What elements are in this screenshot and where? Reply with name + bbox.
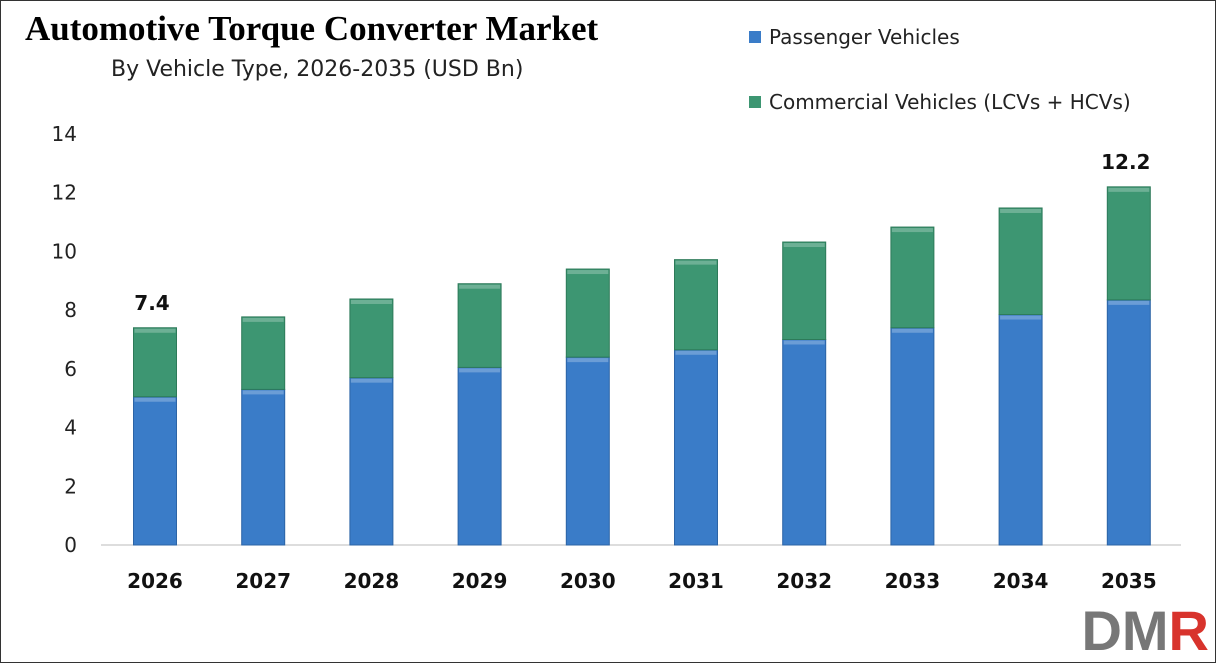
bar-commercial-2026 <box>133 327 177 398</box>
bar-bevel <box>1108 300 1150 305</box>
x-tick-label: 2033 <box>885 569 941 593</box>
chart-subtitle: By Vehicle Type, 2026-2035 (USD Bn) <box>111 57 524 82</box>
y-tick-label: 6 <box>64 357 77 381</box>
bar-bevel <box>350 299 392 304</box>
legend-item-commercial: Commercial Vehicles (LCVs + HCVs) <box>749 90 1131 114</box>
x-tick-label: 2026 <box>127 569 183 593</box>
x-tick-label: 2031 <box>668 569 724 593</box>
x-tick-label: 2034 <box>993 569 1049 593</box>
bar-bevel <box>1000 208 1042 213</box>
bar-bevel <box>783 340 825 345</box>
bar-commercial-2028 <box>349 298 394 379</box>
bar-bevel <box>1108 187 1150 192</box>
bar-bevel <box>350 378 392 383</box>
x-tick-label: 2030 <box>560 569 616 593</box>
bar-passenger-2035 <box>1106 299 1151 546</box>
bar-passenger-2034 <box>998 314 1043 546</box>
bar-passenger-2031 <box>674 349 718 546</box>
bar-bevel <box>459 368 501 373</box>
bar-commercial-2029 <box>457 283 502 368</box>
legend-label-passenger: Passenger Vehicles <box>769 25 960 49</box>
bar-bevel <box>134 397 176 402</box>
bar-passenger-2028 <box>349 377 394 546</box>
y-tick-label: 0 <box>64 533 77 557</box>
bar-passenger-2027 <box>241 388 286 546</box>
bar-commercial-2031 <box>674 259 718 351</box>
x-tick-label: 2035 <box>1101 569 1157 593</box>
dmr-logo: DMR <box>1081 603 1209 659</box>
chart-title: Automotive Torque Converter Market <box>25 9 599 48</box>
bar-bevel <box>675 260 717 265</box>
logo-text-gray: DM <box>1081 599 1169 662</box>
bar-passenger-2033 <box>890 327 935 546</box>
bar-commercial-2030 <box>565 268 610 358</box>
legend-swatch-commercial <box>749 96 761 108</box>
bar-bevel <box>1000 315 1042 320</box>
y-tick-label: 14 <box>52 122 77 146</box>
legend-item-passenger: Passenger Vehicles <box>749 25 960 49</box>
bar-commercial-2033 <box>890 226 935 329</box>
y-tick-label: 4 <box>64 416 77 440</box>
x-tick-label: 2028 <box>344 569 400 593</box>
legend-label-commercial: Commercial Vehicles (LCVs + HCVs) <box>769 90 1131 114</box>
bar-bevel <box>675 350 717 355</box>
bar-bevel <box>242 390 284 395</box>
bar-passenger-2029 <box>457 366 502 546</box>
bar-bevel <box>134 328 176 333</box>
y-tick-label: 8 <box>64 298 77 322</box>
logo-text-red: R <box>1168 599 1209 662</box>
data-label: 7.4 <box>134 291 169 315</box>
bar-commercial-2032 <box>782 241 827 340</box>
x-tick-label: 2027 <box>235 569 291 593</box>
y-tick-label: 10 <box>52 239 77 263</box>
bar-bevel <box>567 358 609 363</box>
bar-passenger-2026 <box>133 396 177 546</box>
bar-commercial-2034 <box>998 207 1043 316</box>
y-tick-label: 12 <box>52 181 77 205</box>
bar-commercial-2027 <box>241 316 286 390</box>
bar-bevel <box>567 270 609 275</box>
bar-bevel <box>459 284 501 289</box>
bar-bevel <box>783 243 825 248</box>
bar-bevel <box>891 328 933 333</box>
x-tick-label: 2032 <box>776 569 832 593</box>
bar-bevel <box>891 228 933 233</box>
data-label: 12.2 <box>1101 150 1150 174</box>
x-tick-label: 2029 <box>452 569 508 593</box>
bar-bevel <box>242 317 284 322</box>
bar-commercial-2035 <box>1106 186 1151 301</box>
bar-passenger-2032 <box>782 339 827 546</box>
legend-swatch-passenger <box>749 31 761 43</box>
bar-passenger-2030 <box>565 356 610 546</box>
y-tick-label: 2 <box>64 474 77 498</box>
